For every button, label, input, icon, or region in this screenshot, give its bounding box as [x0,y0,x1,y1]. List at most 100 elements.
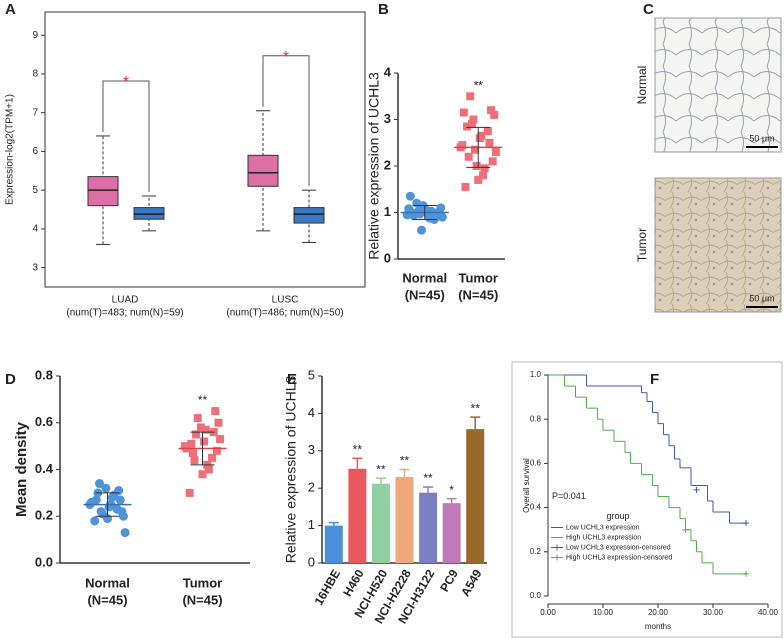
x-tick-label: A549 [458,567,485,599]
y-tick-label: 1 [308,517,315,532]
point [472,162,481,170]
x-tick-sublabel: (num(T)=486; num(N)=50) [226,308,343,319]
x-tick-label: LUAD [112,295,139,306]
y-tick-label: 6 [32,146,38,157]
y-axis-label: Mean density [13,421,30,517]
point [471,145,480,154]
significance-label: ** [376,462,386,476]
panel-letter: F [650,371,659,388]
x-tick-label: LUSC [272,295,299,306]
significance-bracket [262,55,310,187]
box [87,176,119,207]
point [101,483,111,493]
point [417,225,427,235]
point [193,414,202,423]
y-tick-label: 0.6 [530,459,542,468]
point [461,182,470,191]
y-tick-label: 0.0 [530,591,542,600]
row-label: Normal [635,66,649,105]
point [187,439,196,448]
y-tick-label: 1 [384,204,391,219]
bar [324,525,343,563]
legend-title: group [606,511,629,521]
point [95,479,104,489]
bar [395,476,414,563]
y-tick-label: 4 [32,224,38,235]
point [190,456,199,465]
x-tick-label: Tumor [459,270,498,285]
point [120,528,130,538]
panel-letter: A [5,1,16,18]
significance-label: ** [353,442,363,456]
panel-letter: B [378,1,389,18]
point [114,486,124,496]
y-tick-label: 0.4 [35,461,54,476]
censor-mark [693,486,700,493]
legend-entry: Low UCHL3 expression [566,524,640,531]
y-tick-label: 1.0 [530,370,542,379]
point [214,418,223,427]
censor-mark [743,520,749,527]
y-tick-label: 9 [32,30,38,41]
y-axis-label: Overall survival [522,458,531,513]
censor-mark [682,526,689,533]
panel-border [511,361,783,638]
y-tick-label: 0.2 [530,547,542,556]
y-tick-label: 0.8 [35,367,53,382]
bar [371,483,390,563]
y-tick-label: 4 [384,64,392,79]
y-axis-label: Relative expression of UCHL3 [283,376,299,564]
significance-label: ** [471,401,481,415]
significance-label: ** [474,78,484,92]
y-axis-label: Expression-log2(TPM+1) [5,94,16,205]
point [198,470,207,479]
point [192,430,201,439]
scale-bar-label: 50 μm [749,293,774,303]
point [483,127,492,136]
point [90,516,100,526]
point [216,435,225,444]
y-tick-label: 3 [384,111,391,126]
x-tick-label: 16HBE [312,567,343,608]
x-tick-label: PC9 [437,567,461,594]
significance-label: ** [423,471,433,485]
y-tick-label: 0 [308,554,315,569]
x-tick-label: 20.00 [648,608,669,617]
point [491,148,500,157]
row-label: Tumor [635,228,649,262]
panel-letter: E [287,371,297,388]
y-tick-label: 3 [308,442,315,457]
panel-letter: C [643,1,654,18]
point [480,164,489,173]
y-tick-label: 2 [384,157,391,172]
scale-bar-label: 50 μm [749,133,774,143]
point [458,141,467,150]
point [208,453,217,462]
x-tick-label: Tumor [183,575,222,590]
point [477,131,486,140]
micrograph [654,177,782,313]
y-tick-label: 4 [308,405,315,420]
significance-bracket [102,80,150,192]
y-tick-label: 8 [32,69,38,80]
significance-label: * [449,483,454,497]
significance-label: ** [198,393,208,407]
x-tick-label: 0.00 [540,608,556,617]
panel-letter: D [5,371,16,388]
bar [466,429,485,563]
y-tick-label: 0.0 [35,554,53,569]
legend-entry: High UCHL3 expression-censored [566,554,672,561]
point [412,198,422,208]
bar [419,492,438,563]
x-tick-sublabel: (N=45) [182,592,222,607]
point [488,157,497,166]
y-tick-label: 3 [32,262,38,273]
point [200,437,209,446]
x-tick-sublabel: (N=45) [405,287,445,302]
point [404,204,414,214]
significance-label: * [123,74,129,91]
point [459,108,468,117]
legend-entry: Low UCHL3 expression-censored [566,544,671,551]
point [469,115,478,124]
micrograph [654,17,782,153]
